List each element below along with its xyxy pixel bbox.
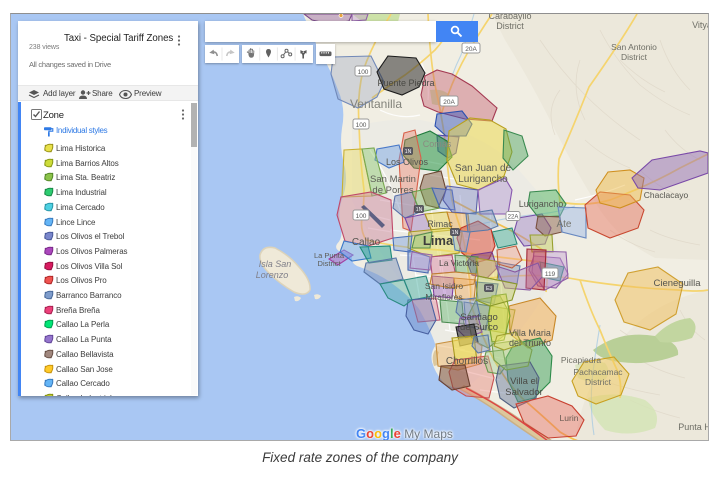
svg-text:Callao: Callao xyxy=(352,237,381,248)
svg-text:1N: 1N xyxy=(405,149,412,155)
svg-text:San Juan de: San Juan de xyxy=(455,163,512,174)
svg-text:District: District xyxy=(585,377,612,387)
svg-text:Lurigancho: Lurigancho xyxy=(519,199,564,209)
svg-text:Puente Piedra: Puente Piedra xyxy=(377,78,434,88)
svg-text:District: District xyxy=(621,52,648,62)
svg-text:Lurigancho: Lurigancho xyxy=(458,174,508,185)
svg-text:Miraflores: Miraflores xyxy=(425,292,462,302)
svg-text:22A: 22A xyxy=(508,215,519,221)
svg-text:1N: 1N xyxy=(452,230,459,236)
svg-text:Carabayllo: Carabayllo xyxy=(488,14,531,21)
svg-text:San Antonio: San Antonio xyxy=(611,42,657,52)
svg-text:Chorrillos: Chorrillos xyxy=(446,356,488,367)
svg-text:E3: E3 xyxy=(486,286,492,292)
svg-text:Rimac: Rimac xyxy=(427,219,453,229)
svg-text:119: 119 xyxy=(545,271,556,278)
svg-text:San Isidro: San Isidro xyxy=(425,281,464,291)
svg-text:Cieneguilla: Cieneguilla xyxy=(653,278,701,289)
svg-text:Chaclacayo: Chaclacayo xyxy=(644,190,689,200)
svg-text:Villa el: Villa el xyxy=(510,376,538,387)
svg-text:District: District xyxy=(496,21,524,31)
svg-text:Isla San: Isla San xyxy=(259,259,292,269)
svg-text:Ate: Ate xyxy=(556,219,571,230)
svg-text:Picapiedra: Picapiedra xyxy=(561,355,601,365)
svg-text:20A: 20A xyxy=(465,46,477,53)
svg-text:La Victoria: La Victoria xyxy=(439,258,479,268)
svg-text:District: District xyxy=(318,259,342,268)
svg-text:Villa Maria: Villa Maria xyxy=(509,328,551,338)
svg-text:de Surco: de Surco xyxy=(460,322,498,333)
svg-text:1N: 1N xyxy=(416,207,423,213)
svg-text:San Martin: San Martin xyxy=(370,174,416,185)
svg-text:Salvador: Salvador xyxy=(505,387,543,398)
svg-text:Los Olivos: Los Olivos xyxy=(386,157,429,167)
svg-text:Pachacamac: Pachacamac xyxy=(573,367,623,377)
svg-text:La Punta: La Punta xyxy=(314,251,345,260)
svg-text:Lorenzo: Lorenzo xyxy=(256,270,289,280)
svg-text:Ventanilla: Ventanilla xyxy=(350,97,402,111)
svg-text:Comas: Comas xyxy=(423,139,452,149)
svg-text:Santiago: Santiago xyxy=(460,312,498,323)
svg-text:del Triunfo: del Triunfo xyxy=(509,338,551,348)
svg-text:100: 100 xyxy=(358,69,369,76)
svg-text:de Porres: de Porres xyxy=(372,185,413,196)
svg-text:Lima: Lima xyxy=(423,233,454,248)
svg-text:Lurin: Lurin xyxy=(560,413,579,423)
svg-text:Vitya: Vitya xyxy=(692,20,708,30)
svg-text:Punta He: Punta He xyxy=(678,422,708,432)
